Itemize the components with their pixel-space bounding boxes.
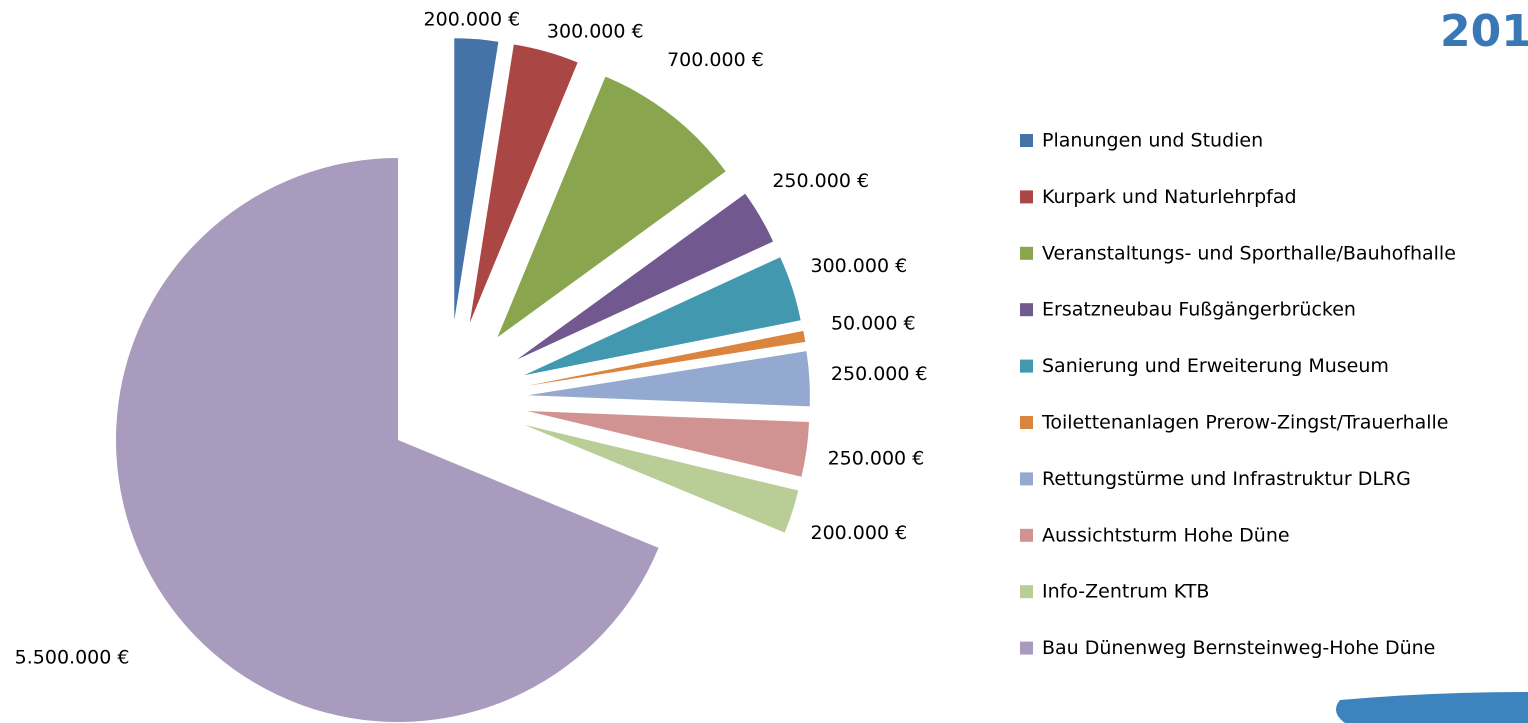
data-label: 200.000 € [424, 9, 521, 31]
pie-slice [524, 424, 799, 533]
pie-slice [115, 158, 659, 722]
legend-swatch [1020, 303, 1033, 317]
pie-slice [527, 410, 810, 477]
legend-swatch [1020, 585, 1033, 599]
legend-label: Rettungstürme und Infrastruktur DLRG [1042, 468, 1411, 490]
decoration [1336, 692, 1528, 723]
chart-title: 201 [1440, 6, 1528, 57]
legend-label: Info-Zentrum KTB [1042, 581, 1209, 603]
pie-slice [469, 44, 578, 324]
legend-swatch [1020, 416, 1033, 429]
data-label: 200.000 € [811, 522, 908, 544]
data-label: 5.500.000 € [15, 646, 130, 668]
pie-slice [524, 257, 801, 376]
data-label: 300.000 € [547, 21, 644, 43]
legend-swatch [1020, 359, 1033, 373]
legend-swatch [1020, 528, 1033, 542]
pie-slice [454, 38, 499, 321]
legend-swatch [1020, 641, 1033, 655]
data-label: 300.000 € [811, 255, 908, 277]
legend-label: Planungen und Studien [1042, 130, 1263, 152]
legend-label: Aussichtsturm Hohe Düne [1042, 524, 1290, 546]
pie-slice [526, 330, 806, 386]
data-label: 250.000 € [831, 363, 928, 385]
data-label: 700.000 € [667, 49, 764, 71]
legend-swatch [1020, 190, 1033, 204]
legend-label: Sanierung und Erweiterung Museum [1042, 355, 1389, 377]
legend-label: Veranstaltungs- und Sporthalle/Bauhofhal… [1042, 242, 1456, 264]
legend-label: Bau Dünenweg Bernsteinweg-Hohe Düne [1042, 637, 1435, 659]
legend-label: Kurpark und Naturlehrpfad [1042, 186, 1297, 208]
legend-label: Toilettenanlagen Prerow-Zingst/Trauerhal… [1041, 412, 1449, 434]
legend-swatch [1020, 472, 1033, 486]
data-label: 250.000 € [772, 170, 869, 192]
legend-label: Ersatzneubau Fußgängerbrücken [1042, 299, 1356, 321]
pie-slice [517, 193, 774, 360]
pie-slice [497, 76, 726, 338]
legend-swatch [1020, 246, 1033, 260]
pie-slice [527, 351, 810, 407]
data-label: 250.000 € [828, 448, 925, 470]
legend-swatch [1020, 134, 1033, 147]
data-label: 50.000 € [831, 313, 916, 335]
